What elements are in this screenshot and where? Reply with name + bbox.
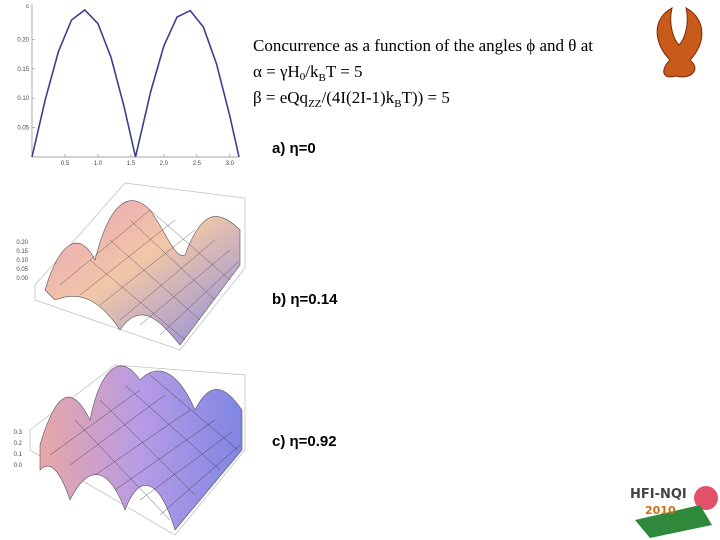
x-tick-label: 0.5 <box>61 161 70 167</box>
z-tick-label: 0.0 <box>14 463 23 469</box>
logo-shape <box>656 7 703 78</box>
mesh <box>59 209 239 341</box>
y-tick-label: 0.20 <box>17 37 29 43</box>
z-tick-label: 0.20 <box>16 240 28 246</box>
x-tick-label: 1.0 <box>94 161 103 167</box>
logo-emblem <box>656 7 703 78</box>
text: β = eQq <box>253 88 309 107</box>
panel-label: c) η=0.92 <box>272 433 337 450</box>
surface-plot <box>29 364 246 536</box>
z-tick-label: 0.2 <box>14 441 23 447</box>
text: α = γH <box>253 62 300 81</box>
surface <box>39 365 243 531</box>
line-plot: c 0.05 0.10 0.15 0.20 0.5 1.0 1.5 2.0 2.5 3.0 <box>17 4 240 167</box>
z-tick-label: 0.1 <box>14 452 23 458</box>
surface <box>44 200 241 346</box>
logo-ball <box>694 486 718 510</box>
line-series <box>31 8 240 158</box>
y-tick-label: 0.15 <box>17 67 29 73</box>
subscript: B <box>319 72 326 84</box>
mesh <box>49 374 241 521</box>
x-tick-label: 2.5 <box>193 161 202 167</box>
logo-year: 2010 <box>645 504 676 517</box>
panel-label: a) η=0 <box>272 140 316 157</box>
x-tick-label: 3.0 <box>226 161 235 167</box>
subscript: ZZ <box>308 98 322 110</box>
surface-plot <box>34 182 246 351</box>
text: /(4I(2I-1)k <box>322 88 395 107</box>
text: T = 5 <box>326 62 363 81</box>
logo-text: HFI-NQI <box>630 487 687 502</box>
subscript: 0 <box>300 71 306 83</box>
heading-line: Concurrence as a function of the angles … <box>253 36 593 55</box>
subscript: B <box>394 98 401 110</box>
logo-base <box>635 505 712 538</box>
heading-line: α = γH0/kBT = 5 <box>253 62 363 84</box>
y-tick-label: 0.05 <box>17 126 29 132</box>
text: /k <box>305 62 319 81</box>
y-tick-label: 0.10 <box>17 96 29 102</box>
z-tick-label: 0.3 <box>14 430 23 436</box>
z-tick-label: 0.10 <box>16 258 28 264</box>
conference-logo: HFI-NQI 2010 <box>630 486 718 538</box>
z-tick-label: 0.00 <box>16 276 28 282</box>
text: T)) = 5 <box>402 88 450 107</box>
z-tick-label: 0.15 <box>16 249 28 255</box>
y-axis-label: c <box>26 4 29 10</box>
z-ticks: 0.20 0.15 0.10 0.05 0.00 0.3 0.2 0.1 0.0 <box>14 240 29 469</box>
z-tick-label: 0.05 <box>16 267 28 273</box>
x-tick-label: 1.5 <box>127 161 136 167</box>
heading-line: β = eQqZZ/(4I(2I-1)kBT)) = 5 <box>253 88 450 110</box>
x-tick-label: 2.0 <box>160 161 169 167</box>
box <box>34 182 246 351</box>
box <box>29 364 246 536</box>
panel-label: b) η=0.14 <box>272 291 338 308</box>
